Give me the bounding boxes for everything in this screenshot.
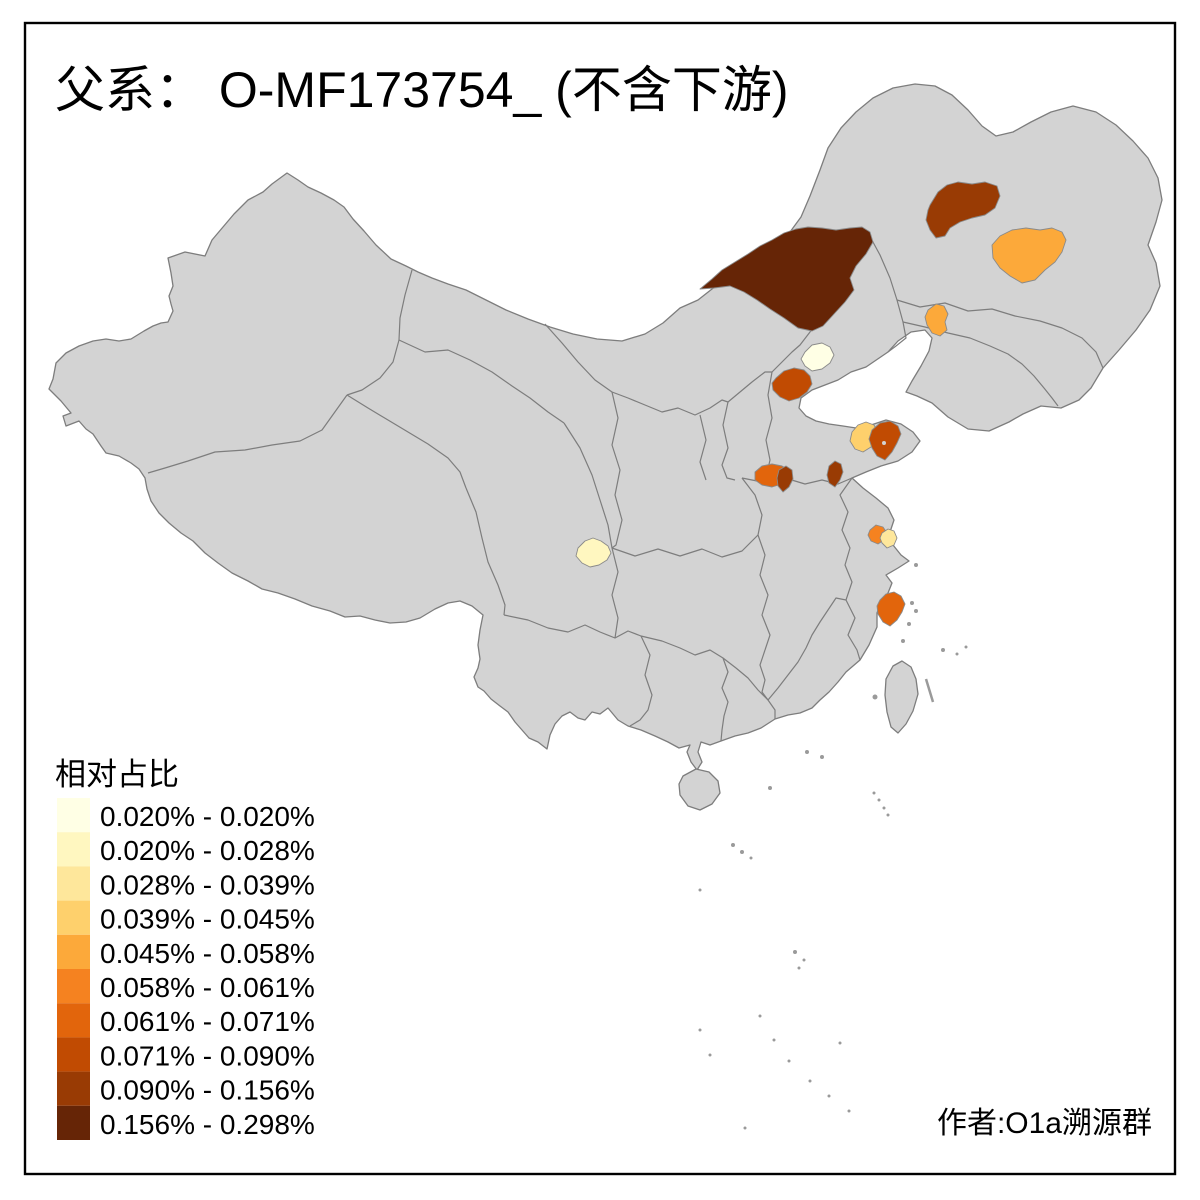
islet-dot — [787, 1059, 791, 1063]
legend-title: 相对占比 — [55, 757, 179, 792]
islet-dot — [793, 950, 797, 954]
islet-dot — [914, 609, 918, 613]
islet-dot — [802, 958, 806, 962]
legend-label-6: 0.058% - 0.061% — [100, 972, 315, 1003]
islet-dot — [758, 1014, 762, 1018]
islet-dot — [914, 563, 918, 567]
islet-dot — [964, 645, 968, 649]
islet-dot — [901, 639, 905, 643]
legend-swatch-5 — [57, 934, 90, 969]
region-zhejiang-taizhou — [876, 591, 906, 627]
legend-swatch-6 — [57, 969, 90, 1004]
legend-swatch-10 — [57, 1105, 90, 1140]
plot-frame — [23, 21, 1177, 1176]
islet-dot — [805, 750, 809, 754]
islet-dot — [877, 798, 881, 802]
region-hebei-baoding — [771, 367, 813, 402]
islet-dot — [820, 755, 824, 759]
sea-islets — [698, 563, 968, 1130]
attribution-text: 作者:O1a溯源群 — [937, 1107, 1152, 1140]
legend-label-3: 0.028% - 0.039% — [100, 869, 315, 900]
islet-dot — [808, 1079, 812, 1083]
islet-dot — [941, 648, 945, 652]
islet-dot — [772, 1038, 776, 1042]
taiwan-island — [884, 660, 919, 734]
islet-dot — [708, 1053, 712, 1057]
region-beijing — [800, 342, 835, 372]
legend-label-1: 0.020% - 0.020% — [100, 801, 315, 832]
islet-dot — [907, 622, 911, 626]
region-shandong-east — [868, 420, 902, 461]
region-shandong-south — [826, 460, 844, 488]
legend-label-5: 0.045% - 0.058% — [100, 938, 315, 969]
colored-regions — [575, 181, 1067, 627]
legend-label-10: 0.156% - 0.298% — [100, 1109, 315, 1140]
islet-dot — [731, 843, 735, 847]
region-heilongjiang-west — [925, 181, 1001, 239]
region-harbin — [991, 227, 1067, 284]
islet-dot — [886, 813, 890, 817]
legend-label-4: 0.039% - 0.045% — [100, 904, 315, 935]
legend-swatches — [57, 798, 90, 1140]
legend-swatch-2 — [57, 832, 90, 867]
legend-swatch-4 — [57, 900, 90, 935]
legend-swatch-7 — [57, 1003, 90, 1038]
region-henan-east — [776, 465, 794, 493]
region-sichuan-chengdu — [575, 537, 612, 568]
islet-dot — [910, 601, 914, 605]
legend-label-2: 0.020% - 0.028% — [100, 835, 315, 866]
islet-dot — [740, 850, 744, 854]
legend-swatch-1 — [57, 798, 90, 833]
legend-labels: 0.020% - 0.020% 0.020% - 0.028% 0.028% -… — [100, 801, 315, 1140]
islet-dot — [698, 888, 702, 892]
islet-dot — [955, 652, 959, 656]
islet-dot — [749, 856, 753, 860]
legend-label-9: 0.090% - 0.156% — [100, 1075, 315, 1106]
islet-dot — [847, 1109, 851, 1113]
legend-label-8: 0.071% - 0.090% — [100, 1040, 315, 1071]
islet-dot — [838, 1041, 842, 1045]
islet-dot — [698, 1028, 702, 1032]
legend-swatch-8 — [57, 1037, 90, 1072]
shandong-enclave-dot — [882, 441, 886, 445]
province-borders — [147, 230, 1104, 742]
islet-dot — [743, 1126, 747, 1130]
islet-dot — [872, 694, 878, 700]
page-title: 父系： O-MF173754_ (不含下游) — [55, 62, 788, 118]
region-jiangsu-east — [879, 528, 898, 549]
islet-dot — [882, 806, 886, 810]
islet-dot — [827, 1094, 831, 1098]
hainan-island — [678, 768, 721, 811]
legend-swatch-9 — [57, 1071, 90, 1106]
islet-dot — [797, 966, 801, 970]
islet-strip — [924, 678, 935, 703]
region-jilin-siping — [924, 303, 949, 337]
islet-dot — [872, 791, 876, 795]
legend-swatch-3 — [57, 866, 90, 901]
islet-dot — [768, 786, 772, 790]
legend-label-7: 0.061% - 0.071% — [100, 1006, 315, 1037]
legend: 相对占比 0.020% - 0.020% 0.020% - 0.028% 0.0… — [55, 757, 315, 1140]
region-inner-mongolia — [699, 226, 874, 332]
